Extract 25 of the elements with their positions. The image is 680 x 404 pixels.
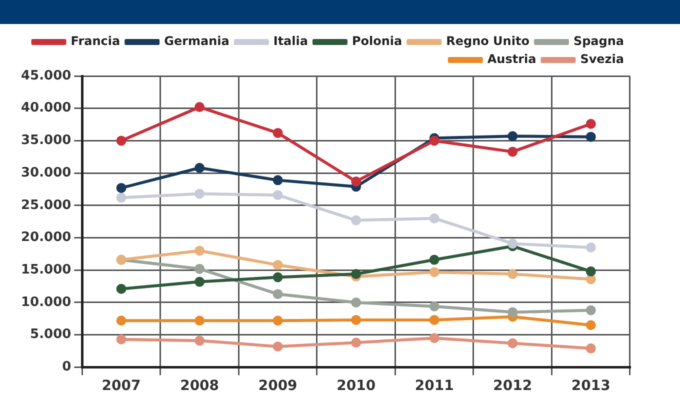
x-tick-label: 2012 [493,378,532,394]
x-tick-label: 2011 [414,378,454,394]
legend-label: Francia [70,34,120,48]
y-tick-label: 15.000 [20,262,72,278]
legend-label: Polonia [352,34,402,48]
y-tick-label: 40.000 [20,100,72,116]
y-tick-label: 10.000 [20,294,72,310]
x-tick-label: 2013 [571,378,610,394]
legend-label: Germania [164,34,230,48]
x-tick-label: 2009 [258,378,298,394]
x-tick-label: 2007 [102,378,141,394]
x-tick-label: 2008 [180,378,220,394]
legend-label: Italia [273,34,308,48]
legend-label: Regno Unito [446,34,530,48]
y-tick-label: 30.000 [20,165,72,180]
legend-label: Svezia [580,52,624,66]
x-tick-label: 2010 [336,378,376,394]
y-tick-label: 20.000 [20,230,72,246]
y-tick-label: 45.000 [20,68,72,84]
y-tick-label: 25.000 [20,198,72,213]
legend-label: Spagna [573,34,624,48]
y-tick-label: 35.000 [20,133,72,148]
y-tick-label: 0 [62,360,72,375]
y-tick-label: 5.000 [30,327,72,342]
legend-label: Austria [487,52,536,66]
